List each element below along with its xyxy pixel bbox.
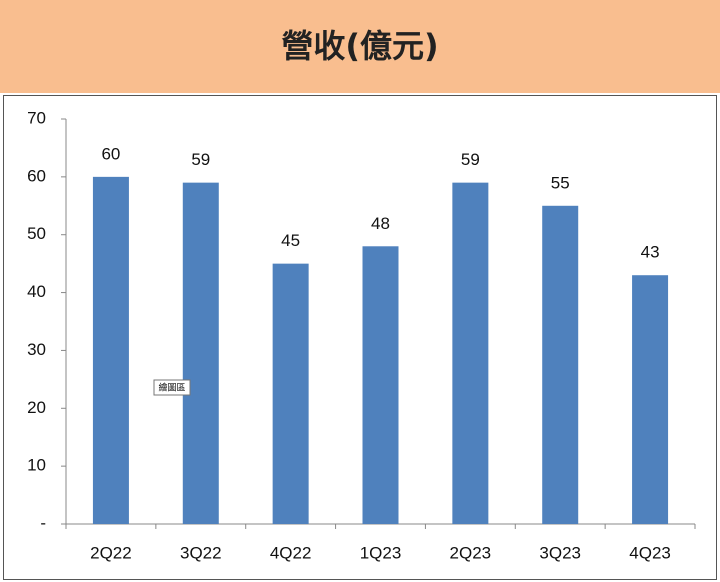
y-tick-label: 60	[27, 166, 46, 185]
y-tick-label: 40	[27, 282, 46, 301]
x-tick-label: 1Q23	[360, 543, 402, 562]
value-label: 43	[641, 243, 660, 262]
x-tick-label: 2Q23	[450, 543, 492, 562]
x-tick-label: 2Q22	[90, 543, 132, 562]
bar	[632, 275, 669, 524]
bar	[362, 246, 399, 525]
tooltip-text: 繪圖區	[158, 381, 185, 392]
bar	[182, 182, 219, 524]
tooltip: 繪圖區	[153, 379, 191, 396]
value-label: 59	[461, 150, 480, 169]
header	[0, 0, 720, 93]
y-tick-label: 20	[27, 398, 46, 417]
value-label: 59	[191, 150, 210, 169]
bar	[452, 182, 489, 524]
y-tick-label: 50	[27, 224, 46, 243]
bar	[92, 176, 129, 524]
x-tick-label: 4Q22	[270, 543, 312, 562]
y-tick-label: 70	[27, 108, 46, 127]
bar	[272, 263, 309, 524]
y-tick-label: 30	[27, 340, 46, 359]
y-tick-label: 10	[27, 456, 46, 475]
x-tick-label: 3Q22	[180, 543, 222, 562]
x-tick-label: 4Q23	[629, 543, 671, 562]
value-label: 55	[551, 173, 570, 192]
value-label: 45	[281, 231, 300, 250]
x-tick-label: 3Q23	[539, 543, 581, 562]
chart-title: 營收(億元)	[281, 27, 439, 65]
tooltip-box	[153, 379, 191, 396]
bar	[542, 205, 579, 525]
value-label: 48	[371, 214, 390, 233]
chart-border	[3, 95, 717, 580]
y-tick-label: -	[40, 513, 46, 532]
value-label: 60	[101, 144, 120, 163]
